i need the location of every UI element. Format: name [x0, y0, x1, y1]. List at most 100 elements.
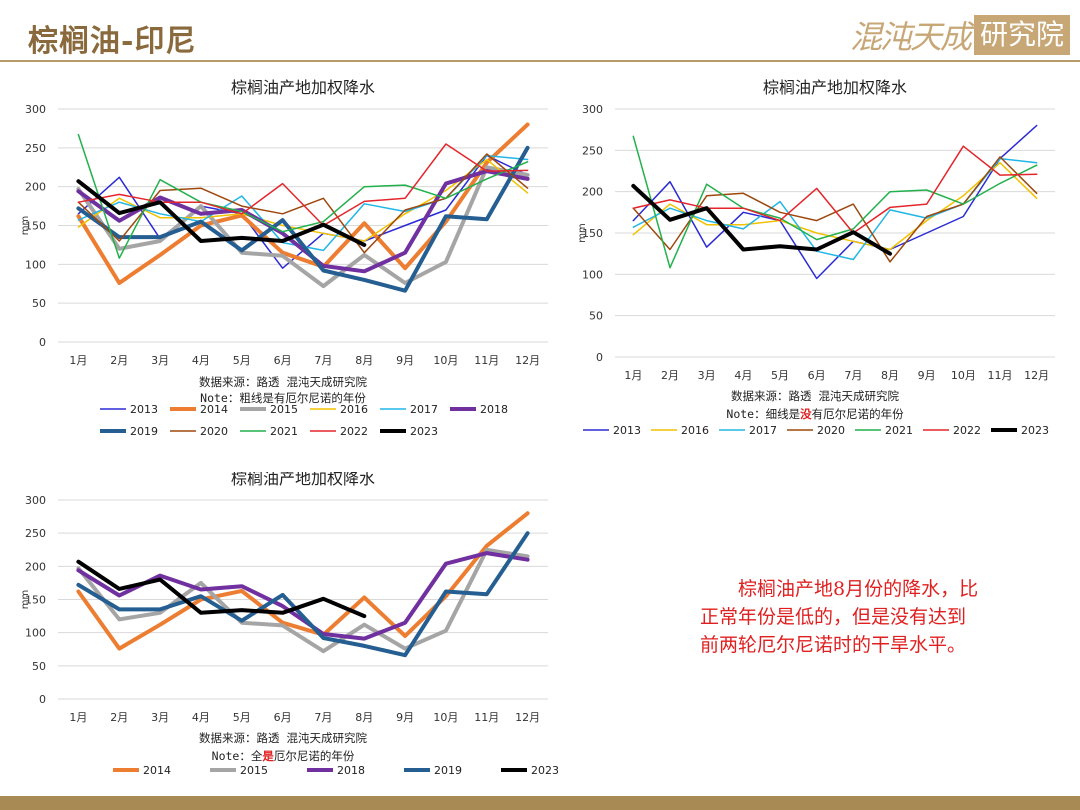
chart-title: 棕榈油产地加权降水 [231, 78, 375, 97]
footer-bar [0, 796, 1080, 810]
y-tick-label: 100 [25, 627, 46, 640]
note-suffix: 有厄尔尼诺的年份 [812, 407, 904, 421]
x-tick-label: 12月 [1024, 369, 1049, 382]
x-tick-label: 6月 [808, 369, 826, 382]
note-suffix: 厄尔尼诺的年份 [274, 749, 355, 763]
x-tick-label: 4月 [192, 711, 210, 724]
series-line-2014 [76, 511, 530, 651]
chart-svg: 棕榈油产地加权降水 0 50 100 150 200 250 300 mm 1月 2月 3月 4月 5月 6… [20, 78, 548, 438]
y-tick-label: 50 [32, 660, 46, 673]
series-line-2020 [77, 153, 529, 254]
brand-logo: 混沌天成 研究院 [850, 12, 1070, 58]
brand-name: 混沌天成 [849, 18, 972, 56]
legend-label-2016: 2016 [340, 403, 368, 416]
legend-label-2020: 2020 [817, 424, 845, 437]
legend-label-2015: 2015 [270, 403, 298, 416]
legend-label-2022: 2022 [953, 424, 981, 437]
legend-label-2017: 2017 [749, 424, 777, 437]
x-tick-label: 7月 [844, 369, 862, 382]
chart-note: Note：全是厄尔尼诺的年份 [212, 749, 355, 763]
legend-label-2013: 2013 [613, 424, 641, 437]
x-tick-label: 11月 [988, 369, 1013, 382]
legend-label-2018: 2018 [337, 764, 365, 777]
note-prefix: Note：全 [212, 749, 263, 763]
chart-elnino-years: 棕榈油产地加权降水 0 50 100 150 200 250 300 mm 1月 2月 3月 4月 5月 6… [18, 472, 558, 782]
legend-label-2016: 2016 [681, 424, 709, 437]
series-line-2018 [76, 551, 530, 641]
x-tick-label: 10月 [433, 354, 458, 367]
y-tick-label: 200 [25, 181, 46, 194]
legend-label-2019: 2019 [434, 764, 462, 777]
y-axis-label: mm [577, 223, 588, 242]
legend-label-2017: 2017 [410, 403, 438, 416]
chart-svg: 棕榈油产地加权降水 0 50 100 150 200 250 300 mm 1月 2月 3月 4月 5月 6… [20, 472, 558, 777]
y-tick-label: 50 [32, 297, 46, 310]
x-tick-label: 8月 [355, 711, 373, 724]
legend-label-2015: 2015 [240, 764, 268, 777]
x-tick-label: 2月 [661, 369, 679, 382]
x-tick-label: 9月 [918, 369, 936, 382]
y-tick-label: 200 [25, 560, 46, 573]
y-axis-label: mm [20, 590, 31, 609]
legend-label-2022: 2022 [340, 425, 368, 438]
legend-label-2014: 2014 [200, 403, 228, 416]
series-line-2016 [77, 158, 529, 242]
chart-title: 棕榈油产地加权降水 [763, 78, 907, 97]
y-tick-label: 250 [25, 527, 46, 540]
y-tick-label: 250 [582, 144, 603, 157]
y-tick-label: 250 [25, 142, 46, 155]
y-axis-label: mm [20, 216, 31, 235]
legend-label-2023: 2023 [1021, 424, 1049, 437]
series-line-2020 [632, 156, 1038, 263]
chart-title: 棕榈油产地加权降水 [231, 472, 375, 488]
series-line-2021 [77, 133, 529, 259]
x-tick-label: 3月 [698, 369, 716, 382]
chart-note: Note：细线是没有厄尔尼诺的年份 [726, 407, 904, 421]
y-tick-label: 150 [25, 220, 46, 233]
x-tick-label: 2月 [110, 711, 128, 724]
note-prefix: Note：细线是 [726, 407, 800, 421]
y-tick-label: 150 [25, 594, 46, 607]
x-tick-label: 7月 [314, 354, 332, 367]
x-tick-label: 7月 [314, 711, 332, 724]
y-tick-label: 100 [582, 268, 603, 281]
x-tick-label: 5月 [771, 369, 789, 382]
x-tick-label: 9月 [396, 354, 414, 367]
x-tick-label: 2月 [110, 354, 128, 367]
chart-non-elnino-years: 棕榈油产地加权降水 0 50 100 150 200 250 300 mm 1月 2月 3月 4月 5月 6… [575, 72, 1065, 442]
source-note: 数据来源：路透 混沌天成研究院 [199, 375, 367, 389]
legend-label-2023: 2023 [531, 764, 558, 777]
chart-all-years: 棕榈油产地加权降水 0 50 100 150 200 250 300 mm 1月 2月 3月 4月 5月 6… [18, 72, 558, 442]
series-line-2015 [76, 547, 530, 654]
y-tick-label: 100 [25, 258, 46, 271]
y-tick-label: 0 [596, 351, 603, 364]
title-divider [0, 60, 1080, 62]
y-tick-label: 300 [25, 103, 46, 116]
legend-label-2021: 2021 [885, 424, 913, 437]
x-tick-label: 3月 [151, 354, 169, 367]
series-line-2014 [76, 122, 530, 285]
series-line-2023 [76, 179, 367, 247]
source-note: 数据来源：路透 混沌天成研究院 [199, 731, 367, 745]
series-line-2019 [76, 531, 530, 658]
x-tick-label: 4月 [192, 354, 210, 367]
series-line-2022 [632, 145, 1038, 234]
note-highlight: 是 [261, 749, 274, 763]
x-tick-label: 1月 [624, 369, 642, 382]
x-tick-label: 8月 [355, 354, 373, 367]
chart-note: Note：粗线是有厄尔尼诺的年份 [200, 391, 366, 405]
y-tick-label: 300 [582, 103, 603, 116]
x-tick-label: 9月 [396, 711, 414, 724]
brand-box: 研究院 [973, 15, 1070, 55]
x-tick-label: 12月 [515, 354, 540, 367]
x-tick-label: 10月 [433, 711, 458, 724]
x-tick-label: 4月 [734, 369, 752, 382]
source-note: 数据来源：路透 混沌天成研究院 [731, 389, 899, 403]
x-tick-label: 5月 [233, 711, 251, 724]
series-line-2015 [76, 165, 530, 289]
annotation-text: 棕榈油产地8月份的降水，比正常年份是低的，但是没有达到前两轮厄尔尼诺时的干旱水平… [700, 575, 980, 659]
y-tick-label: 300 [25, 494, 46, 507]
y-tick-label: 0 [39, 693, 46, 706]
legend-label-2021: 2021 [270, 425, 298, 438]
x-tick-label: 10月 [951, 369, 976, 382]
